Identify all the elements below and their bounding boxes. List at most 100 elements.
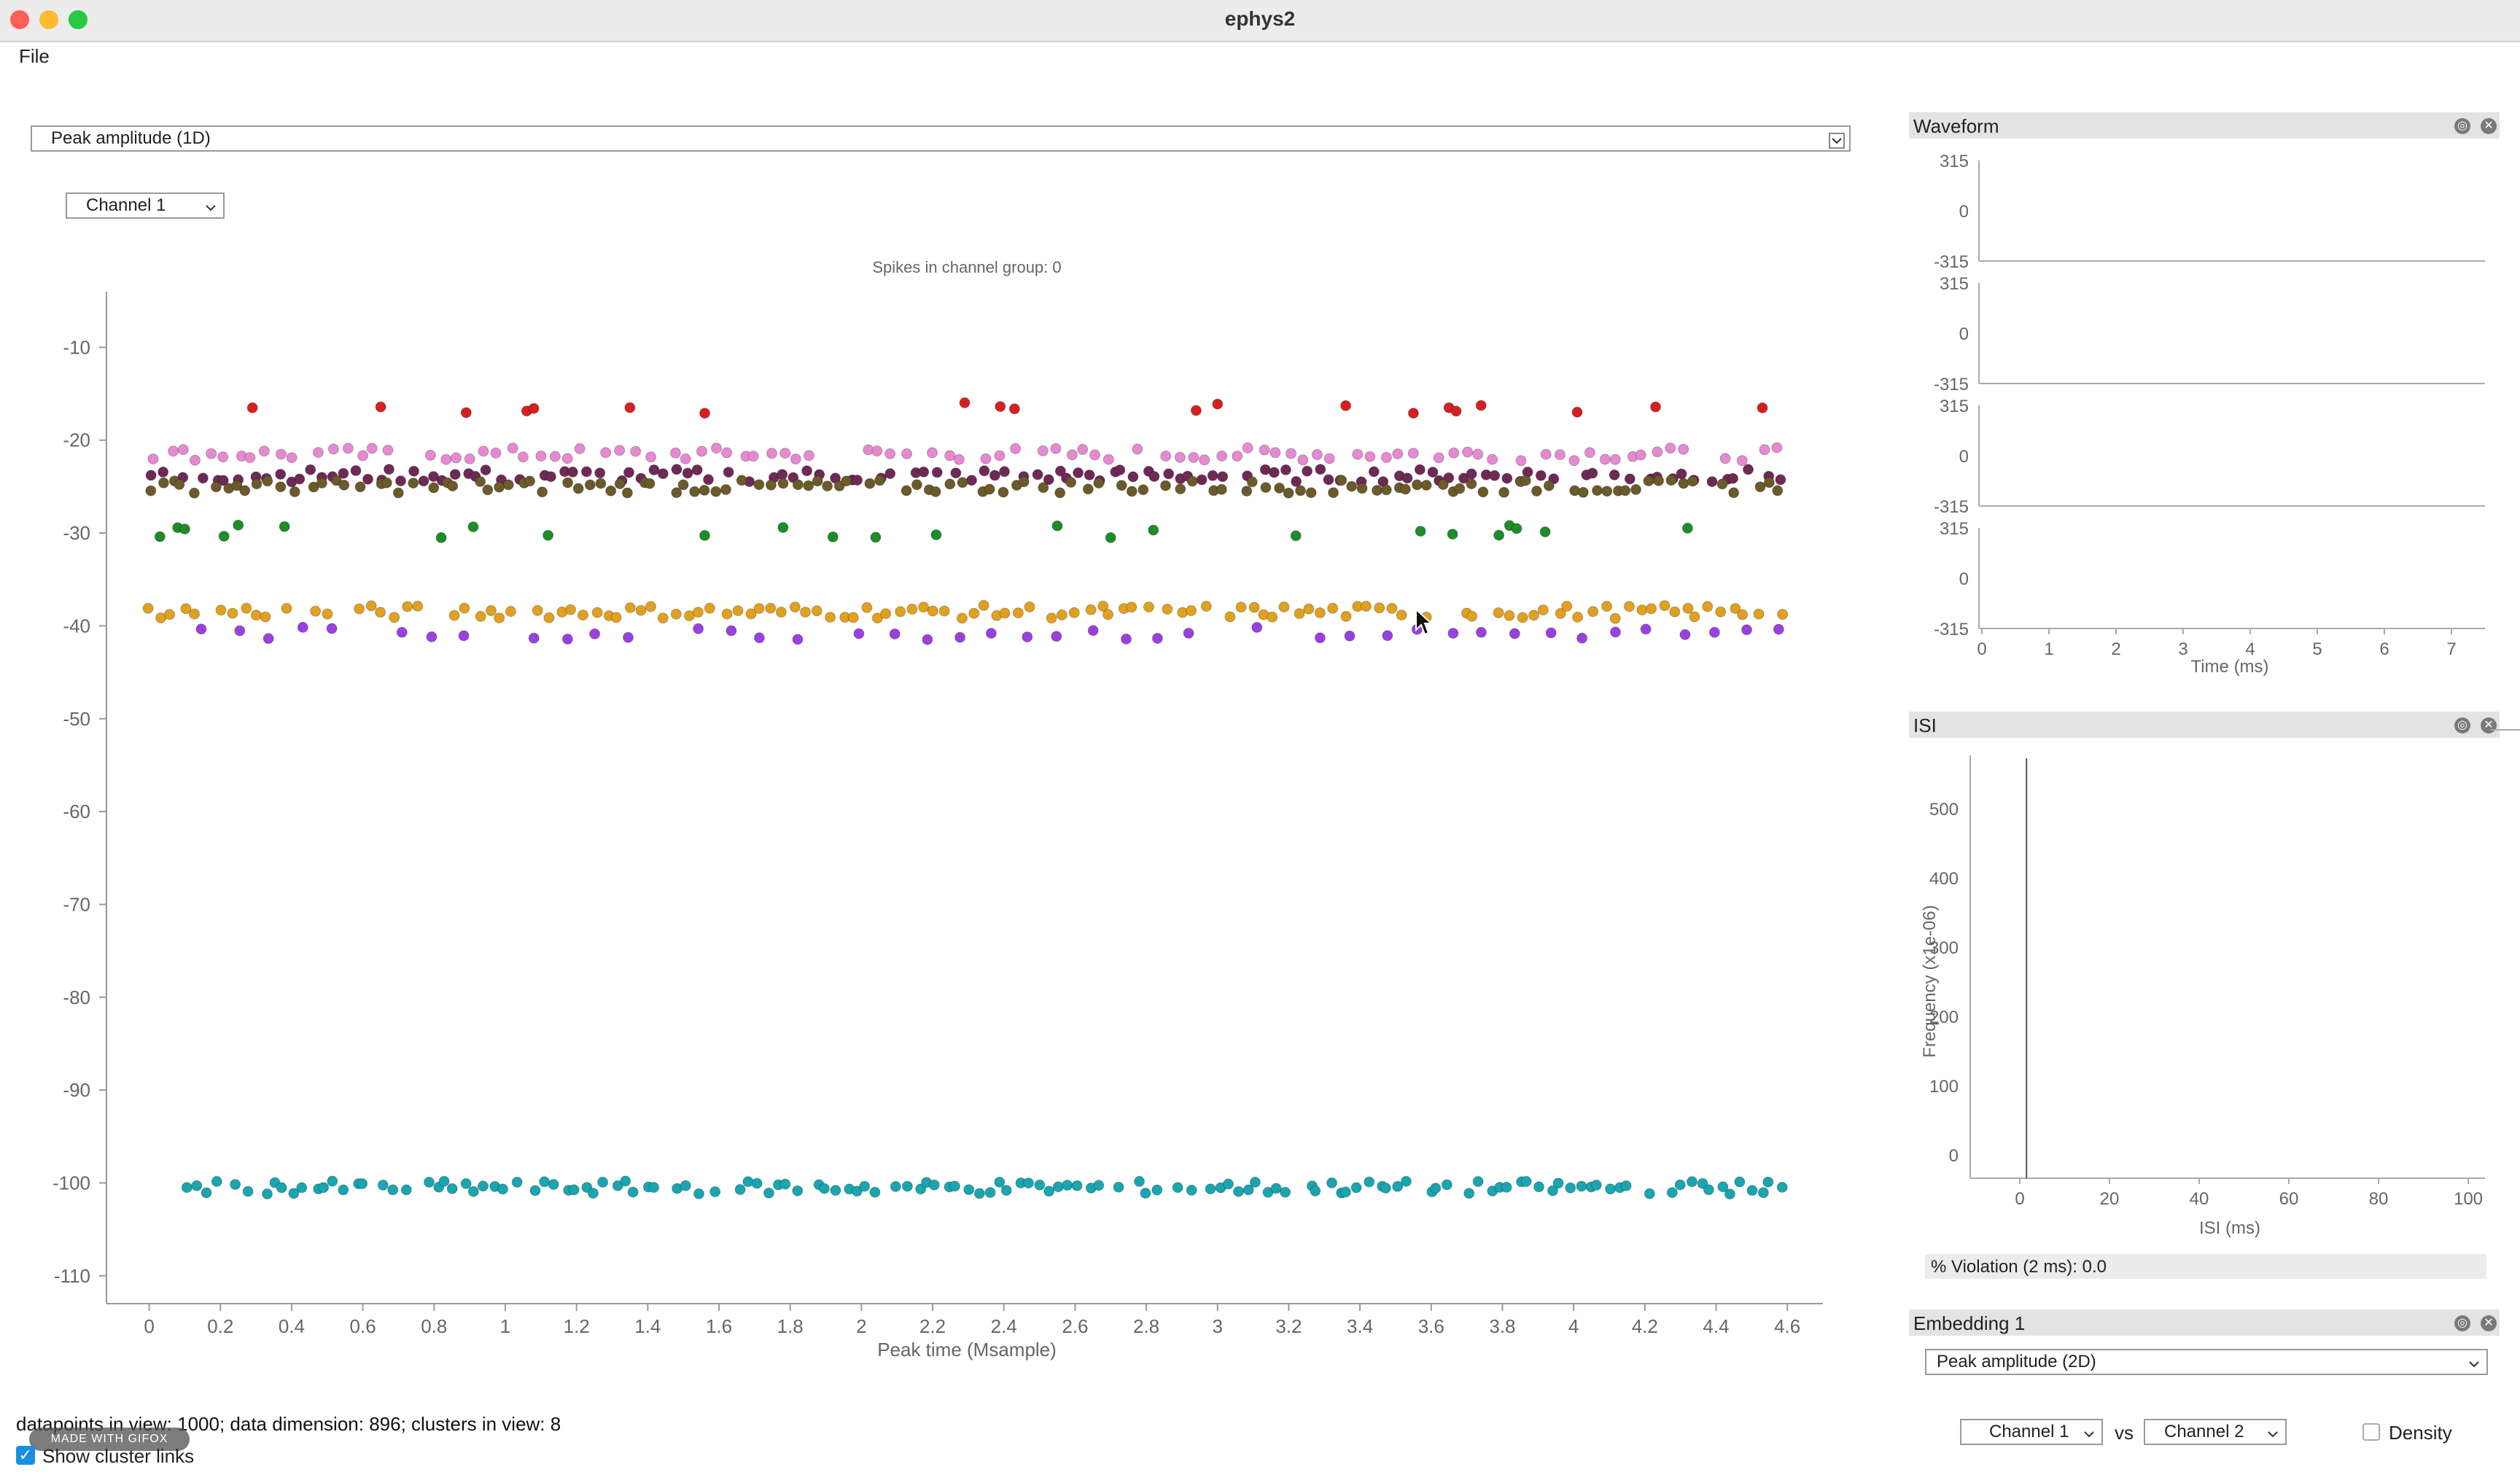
isi-y-tick-label: 200 [1929, 1008, 1959, 1027]
scatter-point [812, 475, 823, 487]
waveform-y-tick-label: 0 [1959, 202, 1969, 222]
scatter-point [751, 1178, 763, 1189]
close-panel-icon[interactable]: ✕ [2481, 118, 2497, 134]
close-panel-icon[interactable]: ✕ [2481, 717, 2497, 733]
scatter-point [779, 448, 791, 459]
scatter-point [928, 1179, 940, 1191]
scatter-point [635, 604, 647, 616]
panel-splitter[interactable] [2491, 729, 2520, 731]
y-tick-label: -10 [63, 336, 90, 358]
scatter-point [692, 607, 704, 618]
scatter-point [195, 623, 207, 635]
spike-scatter-plot[interactable]: Spikes in channel group: 0 -10-20-30-40-… [0, 248, 1867, 1371]
density-checkbox[interactable] [2362, 1423, 2380, 1441]
y-tick-label: -40 [63, 615, 90, 637]
scatter-point [1674, 1179, 1686, 1191]
zoom-window-button[interactable] [69, 10, 88, 29]
scatter-point [1327, 602, 1339, 614]
menu-file[interactable]: File [19, 45, 50, 67]
scatter-point [258, 445, 270, 457]
feature-select[interactable]: Peak amplitude (1D) [31, 125, 1851, 152]
scatter-point [994, 1176, 1006, 1188]
scatter-point [944, 478, 956, 490]
scatter-point [1741, 624, 1752, 636]
scatter-point [800, 607, 811, 618]
scatter-point [189, 608, 201, 620]
scatter-point [610, 612, 622, 623]
scatter-point [1493, 607, 1504, 618]
channel-select[interactable]: Channel 1 [66, 192, 225, 219]
scatter-point [426, 631, 438, 642]
isi-ylabel: Frequency (x1e-06) [1920, 905, 1940, 1057]
scatter-point [158, 477, 169, 489]
scatter-point [428, 482, 440, 494]
scatter-point [864, 478, 876, 489]
scatter-point [1640, 623, 1652, 635]
scatter-point [1068, 607, 1080, 618]
scatter-point [210, 481, 222, 493]
scatter-point [1601, 486, 1613, 497]
scatter-point [1605, 1183, 1616, 1195]
scatter-point [1160, 480, 1171, 491]
scatter-point [1773, 623, 1784, 635]
scatter-point [1572, 611, 1584, 623]
violation-readout: % Violation (2 ms): 0.0 [1925, 1254, 2486, 1279]
float-panel-icon[interactable]: ◎ [2454, 1315, 2470, 1331]
scatter-point [365, 600, 377, 612]
scatter-point [1380, 451, 1392, 463]
scatter-point [645, 601, 656, 612]
scatter-point [1233, 1186, 1244, 1197]
scatter-point [726, 625, 737, 637]
scatter-point [288, 1188, 300, 1199]
scatter-point [524, 475, 535, 487]
x-tick-label: 0.8 [421, 1315, 447, 1337]
scatter-point [1493, 529, 1505, 541]
scatter-point [191, 1180, 203, 1191]
scatter-point [1217, 471, 1229, 483]
plot-title: Spikes in channel group: 0 [872, 258, 1061, 276]
window-title: ephys2 [1224, 7, 1296, 30]
scatter-point [428, 471, 439, 483]
close-window-button[interactable] [10, 10, 29, 29]
scatter-point [589, 628, 601, 639]
scatter-point [1138, 484, 1149, 496]
scatter-point [1116, 480, 1127, 491]
isi-xlabel: ISI (ms) [2199, 1218, 2260, 1238]
chevron-down-icon [206, 205, 216, 211]
scatter-point [830, 1185, 841, 1196]
scatter-point [1555, 607, 1566, 619]
isi-title: ISI [1913, 715, 1937, 736]
scatter-point [880, 608, 892, 620]
scatter-point [486, 605, 497, 616]
scatter-point [578, 610, 588, 621]
float-panel-icon[interactable]: ◎ [2454, 118, 2470, 134]
embedding-x-channel-value: Channel 1 [1989, 1422, 2069, 1441]
scatter-point [1084, 470, 1095, 480]
scatter-point [1259, 444, 1270, 456]
scatter-point [683, 610, 695, 622]
scatter-point [147, 454, 159, 464]
scatter-point [985, 628, 997, 639]
scatter-point [822, 480, 833, 492]
embedding-y-channel-select[interactable]: Channel 2 [2144, 1419, 2287, 1445]
scatter-point [1665, 443, 1676, 454]
float-panel-icon[interactable]: ◎ [2454, 717, 2470, 733]
scatter-point [1545, 627, 1557, 639]
scatter-point [1143, 602, 1154, 612]
close-panel-icon[interactable]: ✕ [2481, 1315, 2497, 1331]
embedding-x-channel-select[interactable]: Channel 1 [1960, 1419, 2103, 1445]
isi-histogram[interactable]: 500 400 300 200 100 0 0 20 40 60 80 100 ISI (ms) Freq… [1909, 741, 2500, 1251]
waveform-xlabel: Time (ms) [2190, 657, 2268, 677]
minimize-window-button[interactable] [39, 10, 58, 29]
embedding-feature-select[interactable]: Peak amplitude (2D) [1925, 1349, 2488, 1375]
isi-x-tick-label: 100 [2454, 1189, 2483, 1209]
scatter-point [1666, 1187, 1678, 1199]
plot-points[interactable] [142, 397, 1789, 1200]
scatter-point [1242, 442, 1253, 454]
show-cluster-links-checkbox[interactable]: ✓ [16, 1446, 35, 1465]
scatter-point [927, 447, 938, 459]
scatter-point [803, 480, 814, 491]
scatter-point [1235, 602, 1247, 613]
scatter-point [482, 484, 494, 496]
